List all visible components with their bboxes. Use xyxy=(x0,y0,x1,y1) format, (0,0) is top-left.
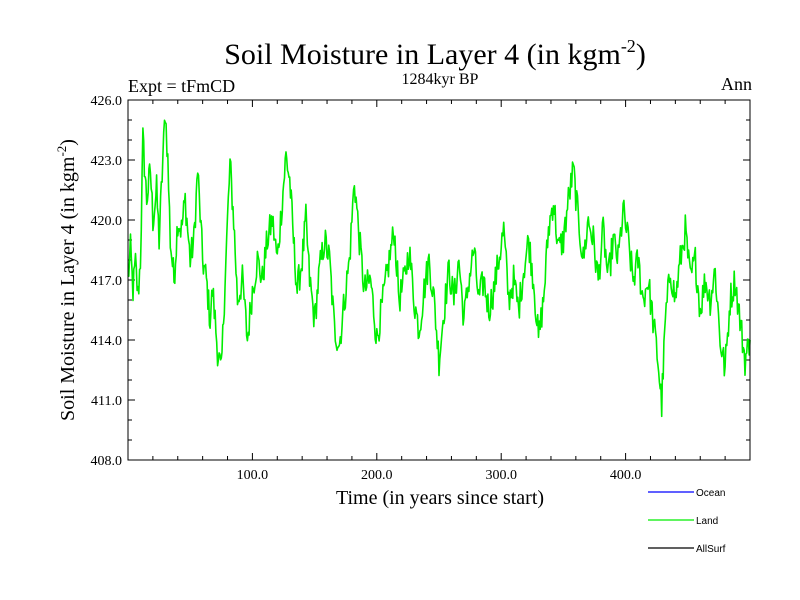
chart-subtitle: 1284kyr BP xyxy=(402,71,479,88)
title-main: Soil Moisture in Layer 4 (in kgm xyxy=(224,38,621,71)
y-tick-label: 411.0 xyxy=(91,394,122,409)
x-tick-label: 200.0 xyxy=(361,468,393,483)
legend-label-ocean: Ocean xyxy=(696,488,725,499)
x-tick-label: 400.0 xyxy=(610,468,642,483)
plot-frame xyxy=(127,99,751,461)
y-tick-label: 417.0 xyxy=(91,274,123,289)
y-axis-title: Soil Moisture in Layer 4 (in kgm-2) xyxy=(54,139,79,421)
legend-label-land: Land xyxy=(696,516,718,527)
axis-tick-labels: 408.0 411.0 414.0 417.0 420.0 423.0 426.0 100.0… xyxy=(91,94,642,483)
y-tick-label: 414.0 xyxy=(91,334,123,349)
y-tick-label: 426.0 xyxy=(91,94,123,109)
y-axis-title-close: ) xyxy=(57,139,79,146)
title-superscript: -2 xyxy=(621,36,636,56)
season-label: Ann xyxy=(721,74,752,94)
legend: Ocean Land AllSurf xyxy=(648,488,726,555)
title-close: ) xyxy=(636,38,646,71)
experiment-label: Expt = tFmCD xyxy=(128,76,235,96)
legend-label-allsurf: AllSurf xyxy=(696,544,726,555)
y-axis-title-superscript: -2 xyxy=(54,146,69,157)
y-axis-title-main: Soil Moisture in Layer 4 (in kgm xyxy=(57,156,79,421)
svg-text:Soil Moisture in Layer 4 (in k: Soil Moisture in Layer 4 (in kgm-2) xyxy=(224,36,646,71)
x-tick-label: 100.0 xyxy=(237,468,269,483)
y-tick-label: 423.0 xyxy=(91,154,123,169)
x-axis-title: Time (in years since start) xyxy=(336,487,544,509)
x-tick-label: 300.0 xyxy=(485,468,517,483)
svg-text:Soil Moisture in Layer 4 (in k: Soil Moisture in Layer 4 (in kgm-2) xyxy=(54,139,79,421)
axis-ticks xyxy=(128,99,750,461)
chart-title: Soil Moisture in Layer 4 (in kgm-2) xyxy=(224,36,646,71)
y-tick-label: 420.0 xyxy=(91,214,123,229)
series-line-land xyxy=(127,119,751,418)
y-tick-label: 408.0 xyxy=(91,454,123,469)
series-layer xyxy=(127,119,751,418)
